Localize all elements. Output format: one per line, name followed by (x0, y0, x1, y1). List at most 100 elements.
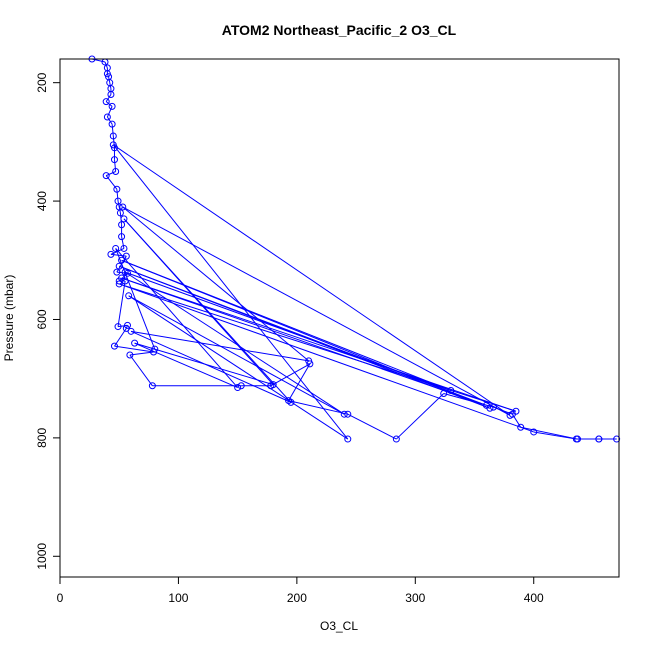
series-line-segment (533, 431, 577, 440)
data-point (116, 209, 124, 217)
data-point (305, 357, 313, 365)
data-point (120, 244, 128, 252)
x-tick-label: 0 (57, 591, 64, 605)
data-point (103, 113, 111, 121)
series-line-segment (114, 345, 154, 353)
data-point (269, 381, 277, 389)
data-point (125, 292, 133, 300)
data-point (344, 410, 352, 418)
data-point (110, 156, 118, 164)
series-line-segment (347, 413, 397, 440)
series-layer (88, 55, 621, 443)
data-point (440, 389, 448, 397)
series-line-segment (106, 106, 113, 118)
data-point (237, 382, 245, 390)
data-point (151, 345, 159, 353)
data-point (107, 250, 115, 258)
data-point (114, 323, 122, 331)
data-point (572, 435, 580, 443)
series-line-segment (115, 248, 239, 388)
y-tick-label: 600 (35, 309, 49, 329)
series-line-segment (114, 328, 127, 347)
data-point (234, 384, 242, 392)
series-line-segment (117, 280, 126, 327)
data-point (120, 215, 128, 223)
series-line-segment (122, 206, 511, 416)
data-point (530, 428, 538, 436)
data-point (447, 387, 455, 395)
data-point (118, 233, 126, 241)
y-axis-label: Pressure (mbar) (2, 275, 16, 362)
series-line-segment (270, 363, 311, 387)
series-line-segment (122, 206, 310, 362)
data-point (119, 203, 127, 211)
data-point (113, 268, 121, 276)
data-point (112, 167, 120, 175)
series-line-segment (129, 354, 153, 387)
series-line-segment (116, 189, 119, 202)
series-line-segment (130, 330, 309, 362)
data-point (102, 98, 110, 106)
data-point (344, 435, 352, 443)
series-line-segment (105, 171, 116, 177)
y-tick-label: 800 (35, 428, 49, 448)
x-tick-label: 100 (168, 591, 188, 605)
y-tick-label: 400 (35, 191, 49, 211)
data-point (109, 132, 117, 140)
data-point (121, 268, 129, 276)
series-line-segment (112, 144, 349, 440)
series-line-segment (130, 330, 292, 403)
data-point (107, 91, 115, 99)
series-line-segment (121, 277, 517, 412)
x-tick-label: 400 (524, 591, 544, 605)
y-tick-label: 1000 (35, 543, 49, 570)
y-tick-label: 200 (35, 72, 49, 92)
series-line-segment (123, 218, 274, 385)
x-tick-label: 200 (287, 591, 307, 605)
data-point (110, 342, 118, 350)
data-point (340, 410, 348, 418)
data-point (506, 411, 514, 419)
data-point (512, 407, 520, 415)
series-line-segment (121, 259, 452, 391)
series-line-segment (128, 295, 345, 415)
series-line-segment (288, 363, 311, 401)
data-point (113, 185, 121, 193)
data-point (517, 423, 525, 431)
data-point (118, 221, 126, 229)
data-point (115, 262, 123, 270)
series-line-segment (113, 144, 511, 416)
data-point (127, 327, 135, 335)
series-line-segment (124, 271, 345, 415)
y-axis: 200 400 600 800 1000 (35, 72, 61, 570)
series-line-segment (396, 393, 445, 440)
data-point (613, 435, 621, 443)
data-point (108, 120, 116, 128)
plot-area (88, 55, 621, 443)
series-line-segment (119, 283, 534, 433)
series-line-segment (129, 351, 154, 356)
data-point (115, 280, 123, 288)
data-point (489, 403, 497, 411)
data-point (131, 339, 139, 347)
data-point (118, 274, 126, 282)
data-point (287, 398, 295, 406)
x-axis: 0 100 200 300 400 (57, 576, 544, 605)
series-line-segment (106, 116, 113, 125)
x-axis-label: O3_CL (320, 619, 358, 633)
data-point (102, 172, 110, 180)
x-tick-label: 300 (405, 591, 425, 605)
data-point (595, 435, 603, 443)
series-line-segment (105, 101, 113, 107)
series-line-segment (113, 159, 117, 172)
data-point (118, 256, 126, 264)
data-point (122, 252, 130, 260)
data-point (108, 102, 116, 110)
data-point (112, 244, 120, 252)
series-line-segment (520, 426, 578, 440)
series-line-segment (111, 124, 114, 137)
chart-title: ATOM2 Northeast_Pacific_2 O3_CL (222, 22, 457, 38)
data-point (486, 404, 494, 412)
